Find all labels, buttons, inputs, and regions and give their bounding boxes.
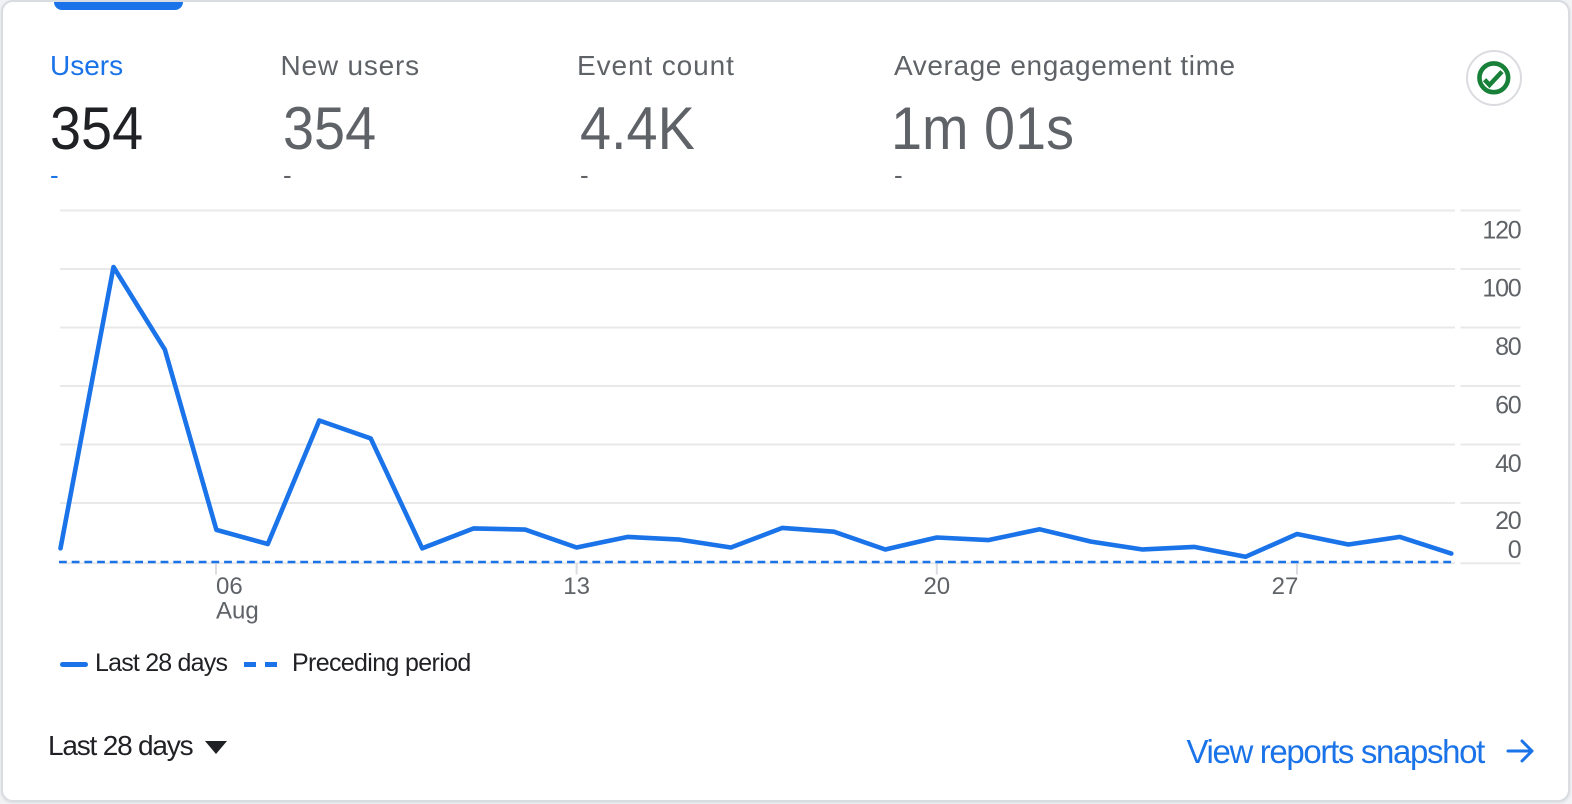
svg-text:27: 27	[1272, 573, 1299, 600]
svg-text:80: 80	[1495, 333, 1521, 361]
svg-text:20: 20	[923, 573, 950, 600]
svg-text:120: 120	[1482, 217, 1520, 245]
svg-text:20: 20	[1495, 507, 1521, 535]
svg-text:60: 60	[1495, 392, 1521, 420]
svg-text:Aug: Aug	[216, 598, 259, 625]
svg-text:13: 13	[563, 573, 590, 600]
svg-text:06: 06	[216, 573, 243, 600]
svg-text:0: 0	[1508, 536, 1521, 564]
svg-text:100: 100	[1482, 275, 1520, 303]
svg-text:40: 40	[1495, 450, 1521, 478]
